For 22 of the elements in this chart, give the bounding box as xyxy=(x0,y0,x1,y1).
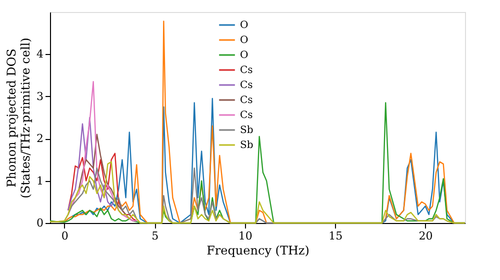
y-tick-label: 0 xyxy=(36,216,44,230)
x-tick-label: 15 xyxy=(328,230,343,242)
legend-label: O xyxy=(240,50,248,61)
legend-label: Sb xyxy=(240,125,254,136)
x-axis-title: Frequency (THz) xyxy=(206,244,310,258)
legend-label: Cs xyxy=(240,80,253,91)
y-tick-label: 2 xyxy=(36,132,44,146)
legend-label: O xyxy=(240,35,248,46)
legend-label: Sb xyxy=(240,140,254,151)
x-tick-label: 20 xyxy=(418,230,433,242)
x-tick-label: 5 xyxy=(152,230,159,242)
y-axis-title: Phonon projected DOS (States/THz·primitive cell) xyxy=(4,38,32,198)
x-tick-label: 0 xyxy=(61,230,68,242)
x-tick-label: 10 xyxy=(238,230,252,242)
legend-label: O xyxy=(240,20,248,31)
y-tick-label: 4 xyxy=(36,48,44,61)
legend-label: Cs xyxy=(240,110,253,121)
legend-label: Cs xyxy=(240,65,253,76)
line-series xyxy=(67,152,138,222)
y-tick-label: 1 xyxy=(36,174,44,188)
legend-label: Cs xyxy=(240,95,253,106)
y-tick-label: 3 xyxy=(36,90,44,103)
